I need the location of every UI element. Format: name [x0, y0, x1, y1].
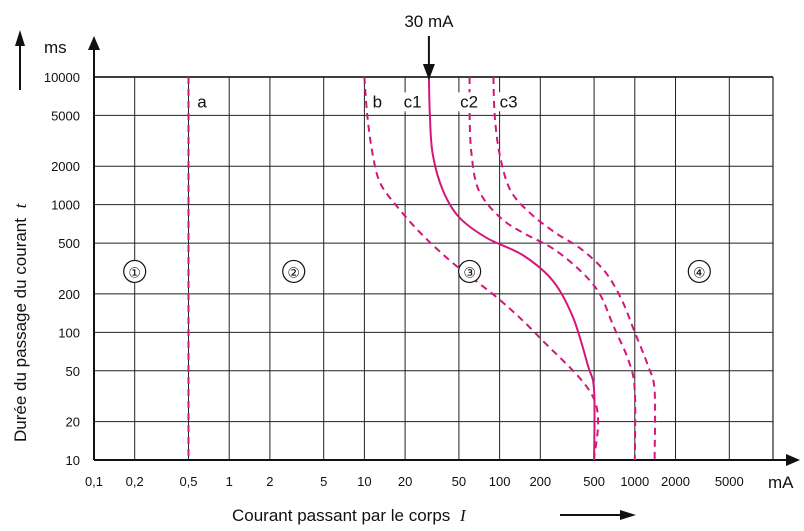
curve-label-c2: c2: [460, 92, 478, 111]
curve-label-bg: [400, 92, 425, 112]
zone-marker-circle: [282, 259, 306, 284]
y-tick-label: 10000: [44, 70, 80, 85]
curve-label-c3: c3: [500, 92, 518, 111]
y-axis-title-text: Durée du passage du courant: [11, 218, 30, 442]
curve-label-a: a: [197, 92, 207, 111]
x-tick-label: 0,2: [126, 474, 144, 489]
y-tick-label: 200: [58, 287, 80, 302]
svg-text:Courant passant par le corps: Courant passant par le corps I: [232, 506, 467, 525]
zone-marker-label: ②: [287, 264, 300, 280]
x-tick-label: 1000: [620, 474, 649, 489]
curves: [187, 76, 657, 461]
x-axis-title: Courant passant par le corps I: [232, 506, 636, 525]
zone-marker-label: ③: [463, 264, 476, 280]
x-tick-label: 1: [226, 474, 233, 489]
curve-c3: [492, 76, 657, 461]
y-tick-labels: 10 20 50 100 200 500 1000 2000 5000 10000: [44, 70, 80, 468]
curve-label-bg: [457, 92, 482, 112]
zone-marker-circle: [687, 259, 711, 284]
curve-label-c1: c1: [404, 92, 422, 111]
y-tick-label: 50: [66, 364, 80, 379]
y-tick-label: 10: [66, 453, 80, 468]
x-tick-label: 5000: [715, 474, 744, 489]
x-tick-label: 5: [320, 474, 327, 489]
x-tick-label: 50: [452, 474, 466, 489]
x-unit-label: mA: [768, 473, 794, 492]
x-axis-title-symbol: I: [459, 506, 467, 525]
curve-label-bg: [369, 92, 384, 112]
y-axis-arrow: [88, 36, 100, 50]
threshold-annotation: 30 mA: [404, 12, 454, 80]
curve-label-bg: [496, 92, 521, 112]
annotation-arrow-head: [422, 64, 435, 80]
axes: [88, 36, 800, 466]
zone-marker-label: ④: [693, 264, 706, 280]
zone-marker-circle: [458, 259, 482, 284]
x-tick-label: 0,5: [179, 474, 197, 489]
x-axis-title-text: Courant passant par le corps: [232, 506, 450, 525]
y-unit-label: ms: [44, 38, 67, 57]
x-tick-label: 0,1: [85, 474, 103, 489]
x-axis-arrow: [786, 454, 800, 466]
x-tick-label: 100: [489, 474, 511, 489]
y-axis-title-symbol: t: [11, 202, 30, 208]
y-axis-title: Durée du passage du courant t: [11, 30, 30, 442]
x-tick-labels: 0,1 0,2 0,5 1 2 5 10 20 50 100 200 500 1000 2000 5000: [85, 474, 744, 489]
x-tick-label: 20: [398, 474, 412, 489]
zone-marker-circle: [123, 259, 147, 284]
x-tick-label: 500: [583, 474, 605, 489]
curve-label-b: b: [373, 92, 382, 111]
curve-label-bg: [194, 92, 209, 112]
y-tick-label: 5000: [51, 108, 80, 123]
x-tick-label: 2: [266, 474, 273, 489]
curve-c2: [468, 76, 637, 461]
x-tick-label: 200: [529, 474, 551, 489]
x-tick-label: 10: [357, 474, 371, 489]
curve-labels: a b c1 c2 c3: [194, 92, 521, 112]
y-tick-label: 500: [58, 236, 80, 251]
zone-labels: ① ② ③ ④: [123, 259, 711, 284]
y-tick-label: 20: [66, 415, 80, 430]
annotation-30ma: 30 mA: [404, 12, 454, 31]
y-tick-label: 1000: [51, 198, 80, 213]
y-tick-label: 100: [58, 325, 80, 340]
y-tick-label: 2000: [51, 159, 80, 174]
svg-text:Durée du passage du courant: Durée du passage du courant t: [11, 202, 30, 442]
grid-lines: [93, 76, 774, 461]
curve-b: [363, 76, 600, 461]
curve-c1: [427, 76, 596, 461]
zone-marker-label: ①: [128, 264, 141, 280]
x-tick-label: 2000: [661, 474, 690, 489]
